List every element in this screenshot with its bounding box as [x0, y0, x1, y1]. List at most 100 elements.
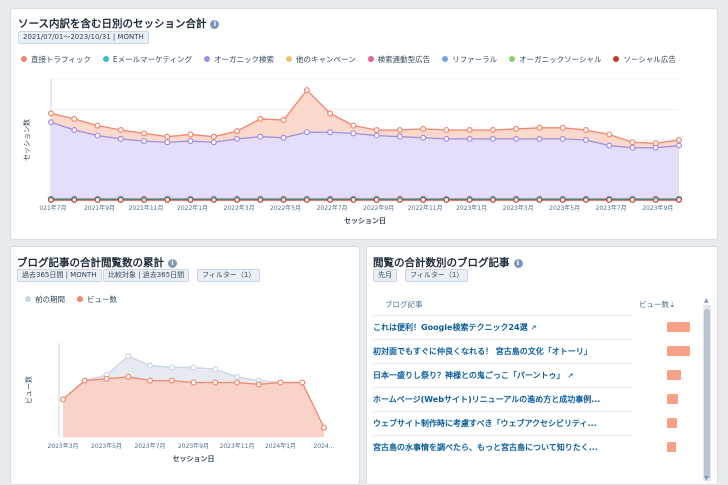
data-point[interactable] — [257, 196, 264, 203]
data-point[interactable] — [443, 135, 450, 142]
data-point[interactable] — [190, 364, 197, 371]
data-point[interactable] — [141, 196, 148, 203]
data-point[interactable] — [71, 196, 78, 203]
data-point[interactable] — [59, 396, 66, 403]
info-icon[interactable]: i — [513, 259, 523, 268]
table-row[interactable]: 宮古島の水事情を調べたら、もっと宮古島について知りたく... — [373, 435, 631, 459]
data-point[interactable] — [606, 142, 613, 149]
data-point[interactable] — [280, 117, 287, 124]
external-link-icon[interactable]: ↗ — [567, 372, 574, 380]
data-point[interactable] — [103, 375, 110, 382]
data-point[interactable] — [47, 119, 54, 126]
data-point[interactable] — [147, 362, 154, 369]
data-point[interactable] — [71, 115, 78, 122]
article-link[interactable]: ウェブサイト制作時に考慮すべき「ウェブアクセシビリティ... — [373, 418, 597, 429]
info-icon[interactable]: i — [210, 20, 220, 29]
data-point[interactable] — [629, 144, 636, 151]
data-point[interactable] — [350, 122, 357, 129]
data-point[interactable] — [350, 130, 357, 137]
data-point[interactable] — [303, 129, 310, 136]
data-point[interactable] — [168, 364, 175, 371]
data-point[interactable] — [141, 130, 148, 137]
data-point[interactable] — [559, 135, 566, 142]
data-point[interactable] — [513, 196, 520, 203]
data-point[interactable] — [536, 196, 543, 203]
data-point[interactable] — [582, 127, 589, 134]
data-point[interactable] — [277, 379, 284, 386]
data-point[interactable] — [234, 135, 241, 142]
data-point[interactable] — [443, 127, 450, 134]
article-link[interactable]: 宮古島の水事情を調べたら、もっと宮古島について知りたく... — [373, 442, 598, 453]
data-point[interactable] — [257, 133, 264, 140]
data-point[interactable] — [675, 136, 682, 143]
scroll-up-icon[interactable]: ▲ — [704, 297, 709, 304]
blog-legend-item[interactable]: ビュー数 — [77, 295, 117, 304]
data-point[interactable] — [396, 133, 403, 140]
data-point[interactable] — [373, 132, 380, 139]
data-point[interactable] — [147, 377, 154, 384]
data-point[interactable] — [164, 196, 171, 203]
data-point[interactable] — [94, 122, 101, 129]
external-link-icon[interactable]: ↗ — [530, 324, 537, 332]
scroll-down-icon[interactable]: ▼ — [704, 475, 709, 482]
data-point[interactable] — [280, 134, 287, 141]
data-point[interactable] — [321, 424, 328, 431]
sessions-legend-item[interactable]: Eメールマーケティング — [102, 55, 192, 64]
data-point[interactable] — [299, 379, 306, 386]
data-point[interactable] — [629, 196, 636, 203]
data-point[interactable] — [489, 196, 496, 203]
data-point[interactable] — [652, 196, 659, 203]
data-point[interactable] — [94, 132, 101, 139]
data-point[interactable] — [94, 196, 101, 203]
sessions-legend-item[interactable]: 直接トラフィック — [21, 55, 91, 64]
data-point[interactable] — [559, 196, 566, 203]
data-point[interactable] — [513, 135, 520, 142]
data-point[interactable] — [373, 196, 380, 203]
data-point[interactable] — [606, 131, 613, 138]
scrollbar-thumb[interactable] — [704, 309, 710, 479]
data-point[interactable] — [210, 133, 217, 140]
table-row[interactable]: ウェブサイト制作時に考慮すべき「ウェブアクセシビリティ... — [373, 411, 631, 435]
data-point[interactable] — [489, 127, 496, 134]
compare-chip[interactable]: 比較対象 | 過去365日間 — [103, 269, 190, 282]
article-link[interactable]: これは便利！Google検索テクニック24選 ↗ — [373, 322, 536, 333]
data-point[interactable] — [396, 127, 403, 134]
data-point[interactable] — [675, 142, 682, 149]
data-point[interactable] — [327, 196, 334, 203]
data-point[interactable] — [71, 127, 78, 134]
data-point[interactable] — [652, 144, 659, 151]
data-point[interactable] — [257, 115, 264, 122]
data-point[interactable] — [303, 87, 310, 94]
data-point[interactable] — [81, 377, 88, 384]
blog-legend-item[interactable]: 前の期間 — [25, 295, 65, 304]
last-month-chip[interactable]: 先月 — [373, 269, 397, 282]
data-point[interactable] — [190, 379, 197, 386]
data-point[interactable] — [187, 138, 194, 145]
data-point[interactable] — [234, 379, 241, 386]
data-point[interactable] — [141, 138, 148, 145]
data-point[interactable] — [420, 125, 427, 132]
data-point[interactable] — [420, 196, 427, 203]
data-point[interactable] — [164, 139, 171, 146]
period-chip[interactable]: 過去365日間 | MONTH — [17, 269, 102, 282]
filter-chip[interactable]: フィルター（1） — [197, 269, 261, 282]
data-point[interactable] — [513, 125, 520, 132]
table-row[interactable]: ホームページ(Webサイト)リニューアルの進め方と成功事例... — [373, 387, 631, 411]
data-point[interactable] — [234, 373, 241, 380]
info-icon[interactable]: i — [168, 259, 177, 268]
data-point[interactable] — [443, 196, 450, 203]
data-point[interactable] — [47, 196, 54, 203]
data-point[interactable] — [373, 127, 380, 134]
data-point[interactable] — [327, 129, 334, 136]
data-point[interactable] — [559, 124, 566, 131]
data-point[interactable] — [303, 196, 310, 203]
data-point[interactable] — [125, 353, 132, 360]
data-point[interactable] — [327, 110, 334, 117]
data-point[interactable] — [350, 196, 357, 203]
sessions-legend-item[interactable]: リファーラル — [442, 55, 497, 64]
date-range-chip[interactable]: 2021/07/01～2023/10/31 | MONTH — [18, 31, 149, 44]
data-point[interactable] — [212, 366, 219, 373]
data-point[interactable] — [466, 135, 473, 142]
data-point[interactable] — [117, 127, 124, 134]
table-row[interactable]: 日本一盛りし祭り？神様との鬼ごっこ「パーントゥ」 ↗ — [373, 363, 631, 387]
